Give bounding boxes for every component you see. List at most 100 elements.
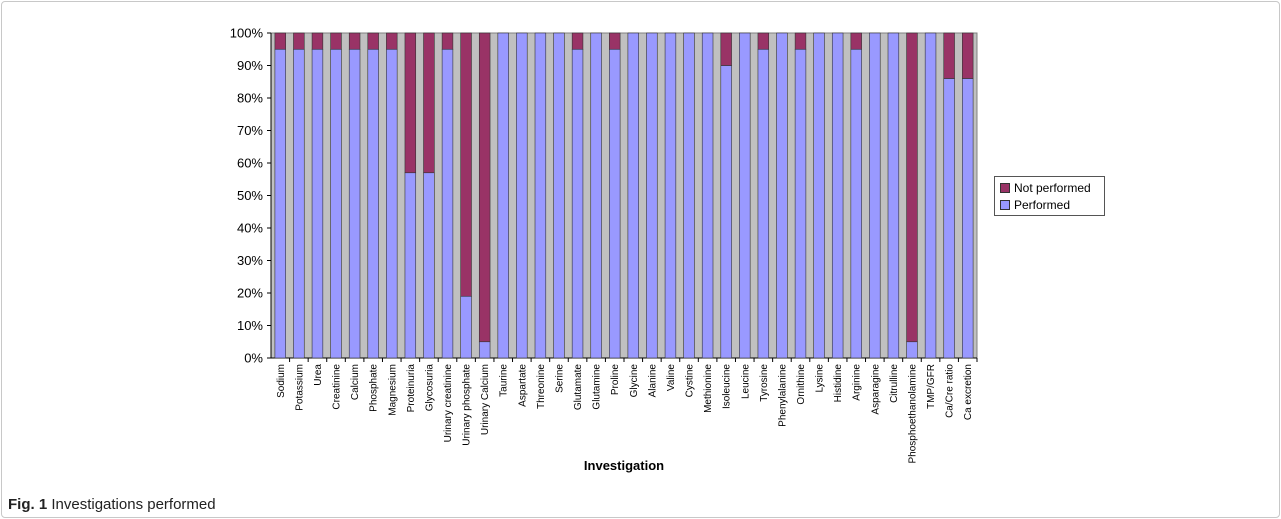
bar-performed (683, 32, 695, 359)
bar-performed (609, 48, 621, 359)
x-tick-label: Urinary creatinine (443, 364, 454, 443)
bar-performed (367, 48, 379, 359)
x-tick-label: Urinary Calcium (480, 364, 491, 435)
y-tick-label: 90% (237, 58, 263, 73)
x-tick-label: Proteinuria (406, 364, 417, 413)
legend-label-not-performed: Not performed (1014, 181, 1091, 195)
bar-not-performed (348, 32, 361, 50)
y-tick-label: 40% (237, 221, 263, 236)
bar-not-performed (293, 32, 305, 50)
bar-performed (776, 32, 788, 359)
x-tick-label: Aspartate (517, 364, 528, 407)
legend-label-performed: Performed (1014, 198, 1071, 212)
bar-performed (516, 32, 528, 359)
bar-performed (794, 48, 807, 359)
x-tick-label: Urea (313, 364, 324, 386)
bar-performed (348, 48, 361, 359)
bar-performed (962, 78, 974, 359)
bar-performed (441, 48, 454, 359)
bar-performed (924, 32, 937, 359)
bar-not-performed (962, 32, 974, 79)
legend-item-performed: Performed (1000, 198, 1070, 212)
x-tick-label: Valine (666, 364, 677, 391)
x-tick-label: Glycine (629, 364, 640, 398)
bar-not-performed (943, 32, 955, 79)
bar-performed (850, 48, 862, 359)
x-tick-label: Threonine (536, 364, 547, 409)
x-tick-label: Lysine (815, 364, 826, 393)
bar-not-performed (571, 32, 584, 50)
x-tick-label: Serine (554, 364, 565, 393)
figure-caption-text: Investigations performed (51, 496, 216, 513)
bar-performed (274, 48, 286, 359)
bar-not-performed (330, 32, 342, 50)
bar-performed (311, 48, 324, 359)
bar-performed (404, 172, 417, 359)
x-tick-label: Calcium (350, 364, 361, 400)
bar-performed (553, 32, 565, 359)
legend: Not performed Performed (994, 176, 1105, 216)
x-tick-label: Ornithine (796, 364, 807, 405)
figure-caption: Fig. 1 Investigations performed (8, 496, 216, 513)
x-tick-label: Isoleucine (722, 364, 733, 409)
x-tick-label: Phenylalanine (777, 364, 788, 427)
y-tick-label: 100% (230, 26, 264, 41)
x-tick-label: Glutamine (592, 364, 603, 410)
x-tick-label: Phosphate (369, 364, 380, 412)
bar-performed (386, 48, 398, 359)
bar-performed (534, 32, 547, 359)
bar-performed (478, 341, 491, 359)
bar-performed (906, 341, 918, 359)
y-tick-label: 10% (237, 318, 263, 333)
bar-performed (664, 32, 677, 359)
x-axis-title: Investigation (584, 458, 664, 473)
bar-performed (293, 48, 305, 359)
x-tick-label: Taurine (499, 364, 510, 397)
legend-swatch-not-performed (1000, 183, 1010, 193)
bar-performed (590, 32, 602, 359)
bar-performed (720, 65, 732, 359)
bar-performed (831, 32, 844, 359)
bar-not-performed (609, 32, 621, 50)
x-tick-label: Magnesium (387, 364, 398, 416)
x-tick-label: Cystine (685, 364, 696, 398)
x-tick-label: Proline (610, 364, 621, 396)
bar-not-performed (720, 32, 732, 66)
bar-not-performed (906, 32, 918, 343)
bar-not-performed (274, 32, 286, 50)
bar-performed (887, 32, 900, 359)
bar-not-performed (441, 32, 454, 50)
bar-not-performed (423, 32, 435, 174)
bar-not-performed (367, 32, 379, 50)
bar-performed (739, 32, 751, 359)
y-tick-label: 0% (244, 351, 263, 366)
y-tick-label: 30% (237, 253, 263, 268)
bar-not-performed (311, 32, 324, 50)
figure-caption-label: Fig. 1 (8, 496, 48, 513)
bar-performed (460, 295, 472, 359)
y-tick-label: 60% (237, 156, 263, 171)
legend-item-not-performed: Not performed (1000, 181, 1091, 195)
y-tick-label: 70% (237, 123, 263, 138)
x-tick-label: Sodium (276, 364, 287, 398)
bar-performed (813, 32, 825, 359)
y-tick-label: 80% (237, 91, 263, 106)
bar-not-performed (404, 32, 417, 174)
y-tick-label: 20% (237, 286, 263, 301)
x-tick-label: Histidine (833, 364, 844, 403)
x-tick-label: Glycosuria (424, 364, 435, 412)
x-tick-label: Phosphoethanolamine (907, 364, 918, 464)
legend-swatch-performed (1000, 200, 1010, 210)
x-tick-label: Arginine (852, 364, 863, 401)
x-tick-label: Alanine (647, 364, 658, 398)
bar-performed (646, 32, 658, 359)
bar-performed (423, 172, 435, 359)
x-tick-label: Citrulline (889, 364, 900, 403)
bar-performed (571, 48, 584, 359)
bar-not-performed (757, 32, 770, 50)
y-tick-label: 50% (237, 188, 263, 203)
x-tick-label: TMP/GFR (926, 364, 937, 409)
bar-not-performed (794, 32, 807, 50)
x-tick-label: Ca/Cre ratio (945, 364, 956, 418)
x-tick-label: Asparagine (870, 364, 881, 415)
